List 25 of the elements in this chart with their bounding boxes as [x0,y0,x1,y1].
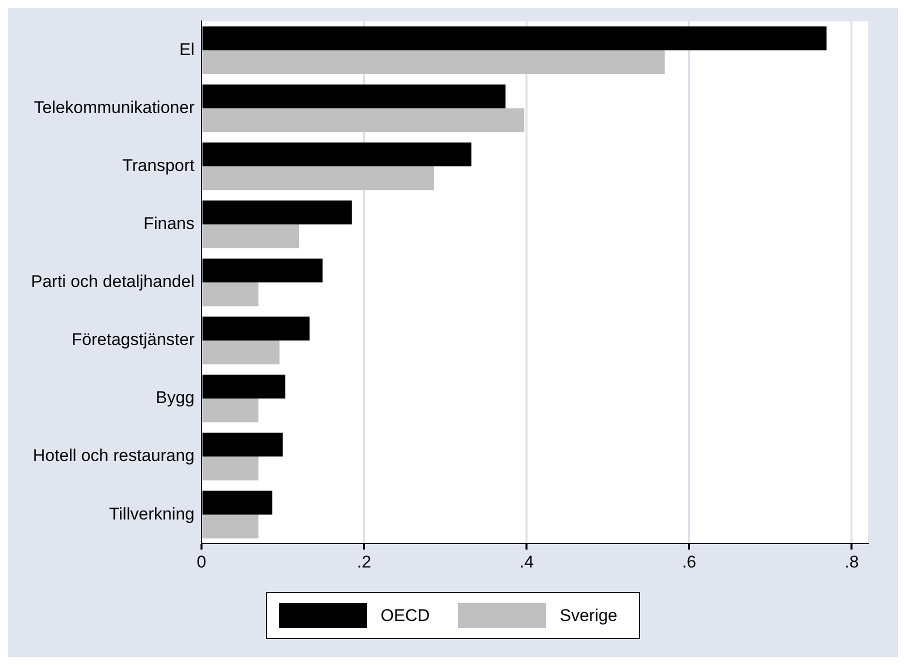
y-tick-label: Hotell och restaurang [32,446,194,466]
y-tick-label: Telekommunikationer [34,98,195,117]
x-tick-label: .6 [682,552,696,572]
x-tick-label: .8 [844,552,859,572]
y-tick-label: Företagstjänster [72,330,195,350]
bar [202,340,280,364]
bar [202,282,258,306]
bar [202,224,300,248]
y-tick-label: Bygg [156,388,194,408]
x-tick-label: .4 [520,552,534,572]
bar [202,166,434,190]
x-tick-label: .2 [356,552,372,572]
text: Sverige [560,606,618,626]
y-tick-label: Finans [143,214,194,234]
text: OECD [380,606,430,626]
bar [202,108,524,132]
y-tick-label: Parti och detaljhandel [30,272,194,292]
x-tick-label: 0 [196,552,206,572]
bar [202,50,665,74]
bar [202,456,258,480]
y-tick-label: Transport [122,156,195,175]
y-tick-label: Tillverkning [109,504,194,524]
bar [202,514,258,538]
y-tick-label: El [179,40,194,59]
bar [202,398,258,422]
